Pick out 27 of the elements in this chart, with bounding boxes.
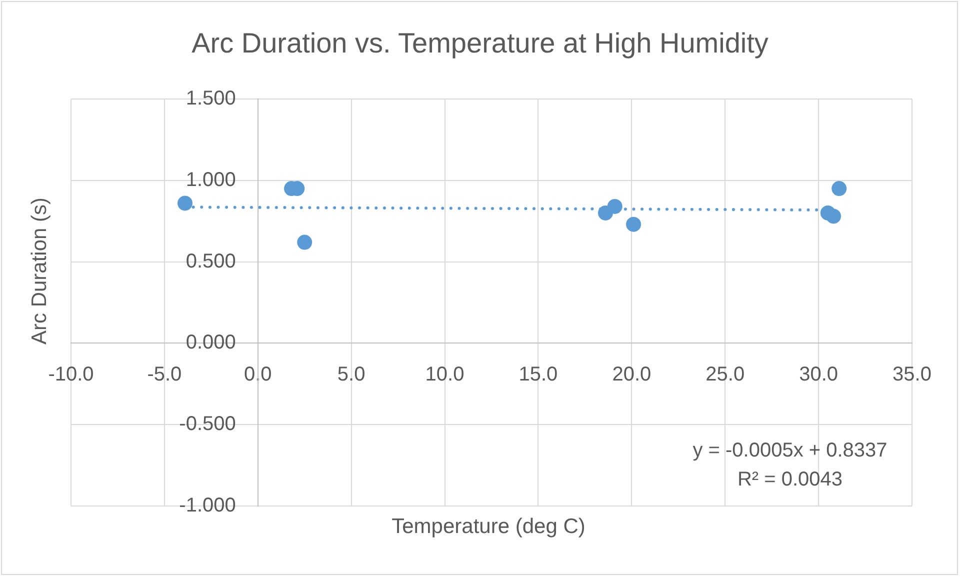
x-tick-label: 30.0 (799, 364, 838, 386)
point (832, 181, 847, 196)
point (607, 198, 622, 214)
x-tick-label: 20.0 (612, 364, 652, 386)
y-axis-title: Arc Duration (s) (28, 197, 51, 345)
y-tick-label: -0.500 (179, 413, 236, 436)
x-tick-label: -10.0 (48, 364, 94, 386)
y-tick-label: 1.500 (186, 88, 236, 110)
x-tick-label: 25.0 (706, 364, 745, 386)
y-tick-label: -1.000 (179, 494, 236, 517)
x-axis-title: Temperature (deg C) (392, 514, 586, 538)
annotation: y = -0.0005x + 0.8337 (692, 440, 888, 462)
annotation: R² = 0.0043 (737, 468, 843, 491)
point (826, 208, 842, 224)
x-tick-label: 15.0 (518, 364, 558, 386)
x-tick-label: 10.0 (425, 364, 464, 386)
point (297, 234, 312, 250)
point (178, 196, 192, 211)
x-tick-label: -5.0 (147, 364, 182, 386)
y-tick-label: 0.500 (186, 250, 236, 272)
chart-title: Arc Duration vs. Temperature at High Humidity (192, 28, 768, 59)
y-tick-label: 0.000 (186, 332, 236, 354)
x-tick-label: 5.0 (337, 364, 366, 386)
point (626, 216, 642, 232)
x-tick-label: 0.0 (244, 364, 272, 386)
x-tick-label: 35.0 (892, 364, 932, 386)
y-tick-label: 1.000 (186, 168, 236, 191)
